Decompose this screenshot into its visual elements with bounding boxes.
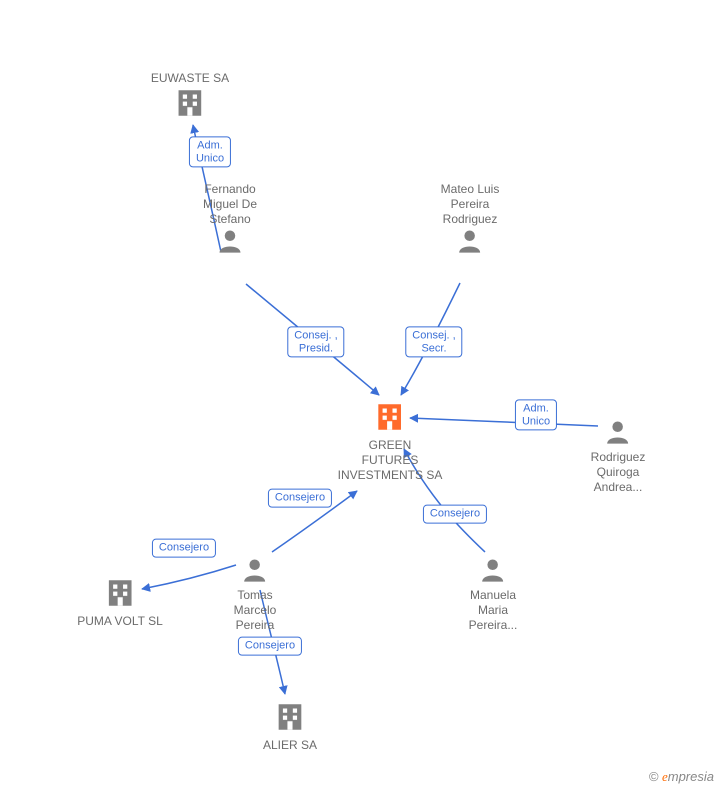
node-pumavolt[interactable]: PUMA VOLT SL xyxy=(77,576,163,629)
edge-mateo-to-green xyxy=(401,283,460,395)
watermark-rest: mpresia xyxy=(668,769,714,784)
person-node-icon xyxy=(469,556,518,584)
person-icon xyxy=(479,556,507,584)
company-node-icon xyxy=(77,576,163,610)
node-fernando[interactable]: Fernando Miguel De Stefano xyxy=(203,178,257,255)
edge-fernando-to-green xyxy=(246,284,379,395)
node-label: EUWASTE SA xyxy=(151,71,229,86)
building-icon xyxy=(103,576,137,610)
edges-layer xyxy=(0,0,728,795)
company-node-icon xyxy=(151,86,229,120)
node-alier[interactable]: ALIER SA xyxy=(263,700,317,753)
building-icon xyxy=(373,400,407,434)
edge-label: Adm. Unico xyxy=(515,399,557,430)
person-node-icon xyxy=(203,227,257,255)
company-node-icon xyxy=(338,400,443,434)
company-node-icon xyxy=(263,700,317,734)
person-icon xyxy=(241,556,269,584)
node-euwaste[interactable]: EUWASTE SA xyxy=(151,67,229,120)
person-icon xyxy=(604,418,632,446)
watermark-prefix: © xyxy=(649,769,662,784)
node-label: PUMA VOLT SL xyxy=(77,614,163,629)
node-tomas[interactable]: Tomas Marcelo Pereira xyxy=(234,556,277,633)
person-node-icon xyxy=(234,556,277,584)
node-rodriguez[interactable]: Rodriguez Quiroga Andrea... xyxy=(591,418,646,495)
edge-tomas-to-green xyxy=(272,491,357,552)
person-icon xyxy=(216,227,244,255)
edge-label: Consejero xyxy=(268,489,332,508)
edge-label: Consejero xyxy=(423,505,487,524)
node-green[interactable]: GREEN FUTURES INVESTMENTS SA xyxy=(338,400,443,483)
node-label: Fernando Miguel De Stefano xyxy=(203,182,257,227)
node-label: GREEN FUTURES INVESTMENTS SA xyxy=(338,438,443,483)
edge-label: Consejero xyxy=(152,539,216,558)
node-label: Manuela Maria Pereira... xyxy=(469,588,518,633)
edge-label: Consejero xyxy=(238,637,302,656)
edge-label: Consej. , Presid. xyxy=(287,326,344,357)
building-icon xyxy=(273,700,307,734)
node-mateo[interactable]: Mateo Luis Pereira Rodriguez xyxy=(441,178,500,255)
person-node-icon xyxy=(591,418,646,446)
node-label: Tomas Marcelo Pereira xyxy=(234,588,277,633)
person-icon xyxy=(456,227,484,255)
watermark: © empresia xyxy=(649,769,714,785)
person-node-icon xyxy=(441,227,500,255)
node-label: ALIER SA xyxy=(263,738,317,753)
edge-label: Consej. , Secr. xyxy=(405,326,462,357)
edge-label: Adm. Unico xyxy=(189,136,231,167)
node-label: Rodriguez Quiroga Andrea... xyxy=(591,450,646,495)
diagram-canvas: EUWASTE SA Fernando Miguel De Stefano Ma… xyxy=(0,0,728,795)
node-manuela[interactable]: Manuela Maria Pereira... xyxy=(469,556,518,633)
node-label: Mateo Luis Pereira Rodriguez xyxy=(441,182,500,227)
building-icon xyxy=(173,86,207,120)
